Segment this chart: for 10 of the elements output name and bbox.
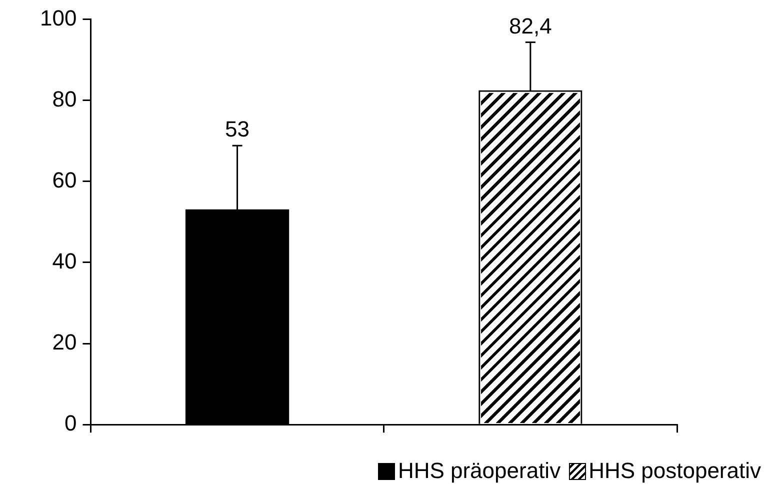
- y-tick-label: 60: [52, 167, 77, 192]
- y-tick-label: 20: [52, 330, 77, 355]
- y-tick-label: 100: [40, 5, 77, 30]
- legend-label: HHS postoperativ: [588, 458, 761, 484]
- data-label: 82,4: [509, 13, 552, 38]
- y-tick-label: 40: [52, 248, 77, 274]
- y-tick-label: 0: [64, 410, 77, 436]
- legend-label: HHS präoperativ: [398, 458, 561, 484]
- data-label: 53: [225, 116, 250, 142]
- y-tick-label: 80: [52, 86, 77, 112]
